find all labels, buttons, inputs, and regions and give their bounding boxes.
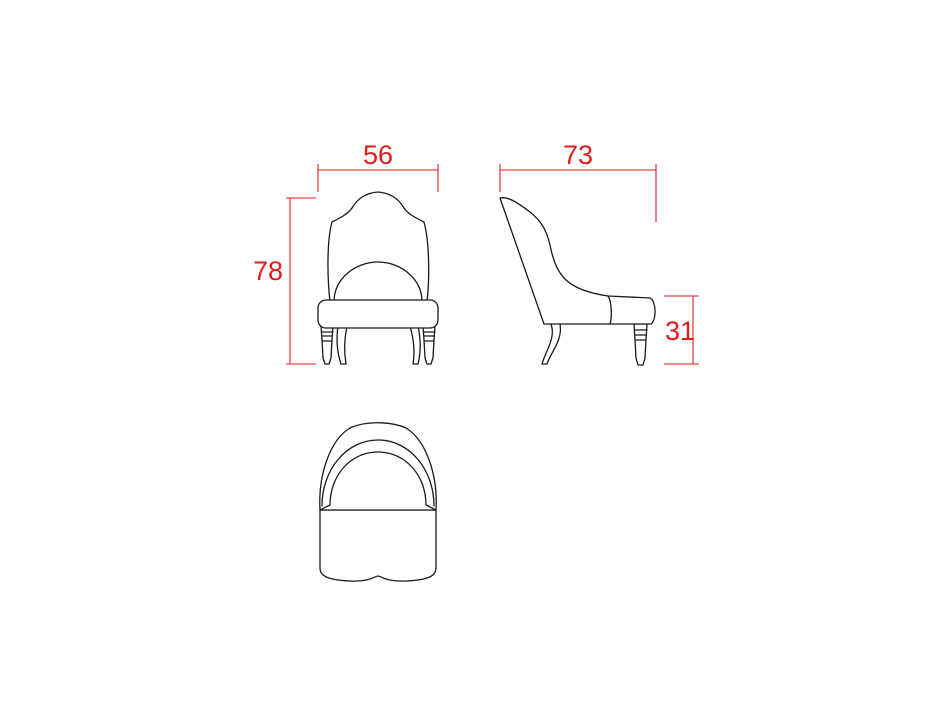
dimension-height: 78 — [253, 197, 316, 365]
dimension-seat-height-label: 31 — [665, 316, 695, 346]
top-view-right-cap — [425, 504, 437, 511]
dimension-depth-label: 73 — [563, 140, 593, 170]
top-view-left-cap — [319, 504, 331, 511]
dimension-depth: 73 — [499, 140, 657, 222]
top-view — [319, 422, 437, 582]
side-view-body — [499, 197, 656, 325]
front-view-inner-back — [333, 261, 423, 303]
dimension-seat-height: 31 — [664, 295, 699, 365]
front-view-legs — [320, 325, 436, 365]
side-view-front-leg — [633, 323, 648, 366]
front-right-leg — [422, 325, 436, 365]
dimension-width: 56 — [317, 140, 439, 192]
side-view-seat-seam — [607, 295, 612, 325]
side-view-back-leg — [541, 323, 562, 365]
top-view-back-inner-arc-1 — [321, 439, 435, 507]
front-view — [317, 191, 439, 365]
front-left-leg — [320, 325, 334, 365]
top-view-backrest — [319, 422, 437, 511]
side-view — [499, 197, 656, 366]
rear-right-leg — [409, 325, 421, 365]
dimension-width-label: 56 — [363, 140, 393, 170]
top-view-back-inner-arc-2 — [329, 451, 427, 506]
top-view-seat — [319, 509, 437, 582]
dimension-height-label: 78 — [253, 256, 283, 286]
front-view-seat — [317, 299, 439, 329]
rear-left-leg — [336, 325, 348, 365]
